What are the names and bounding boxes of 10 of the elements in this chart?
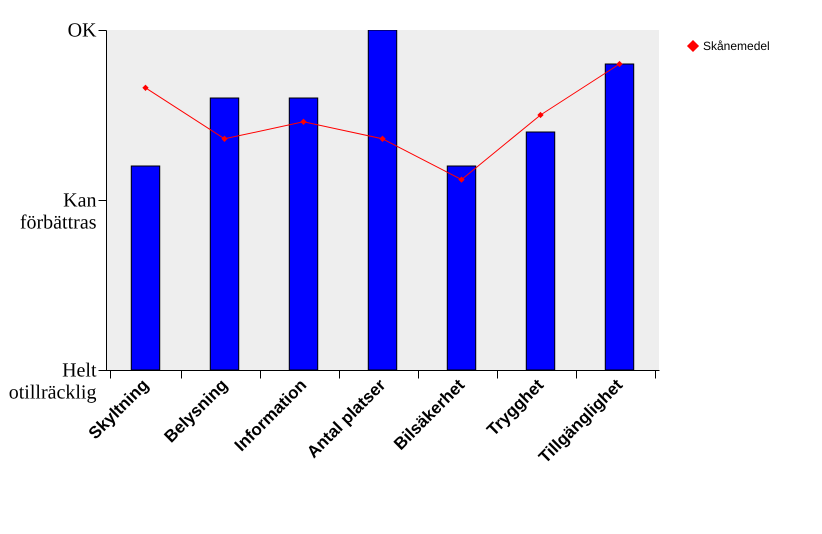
point: [379, 136, 386, 142]
point: [221, 136, 228, 142]
text: OK: [68, 20, 98, 42]
point: [300, 118, 307, 125]
point: [458, 176, 465, 183]
legend-label: Skånemedel: [703, 39, 770, 53]
text: Kan förbättras: [20, 190, 97, 234]
point: [616, 60, 623, 68]
point: [142, 84, 149, 91]
point: [537, 112, 544, 118]
